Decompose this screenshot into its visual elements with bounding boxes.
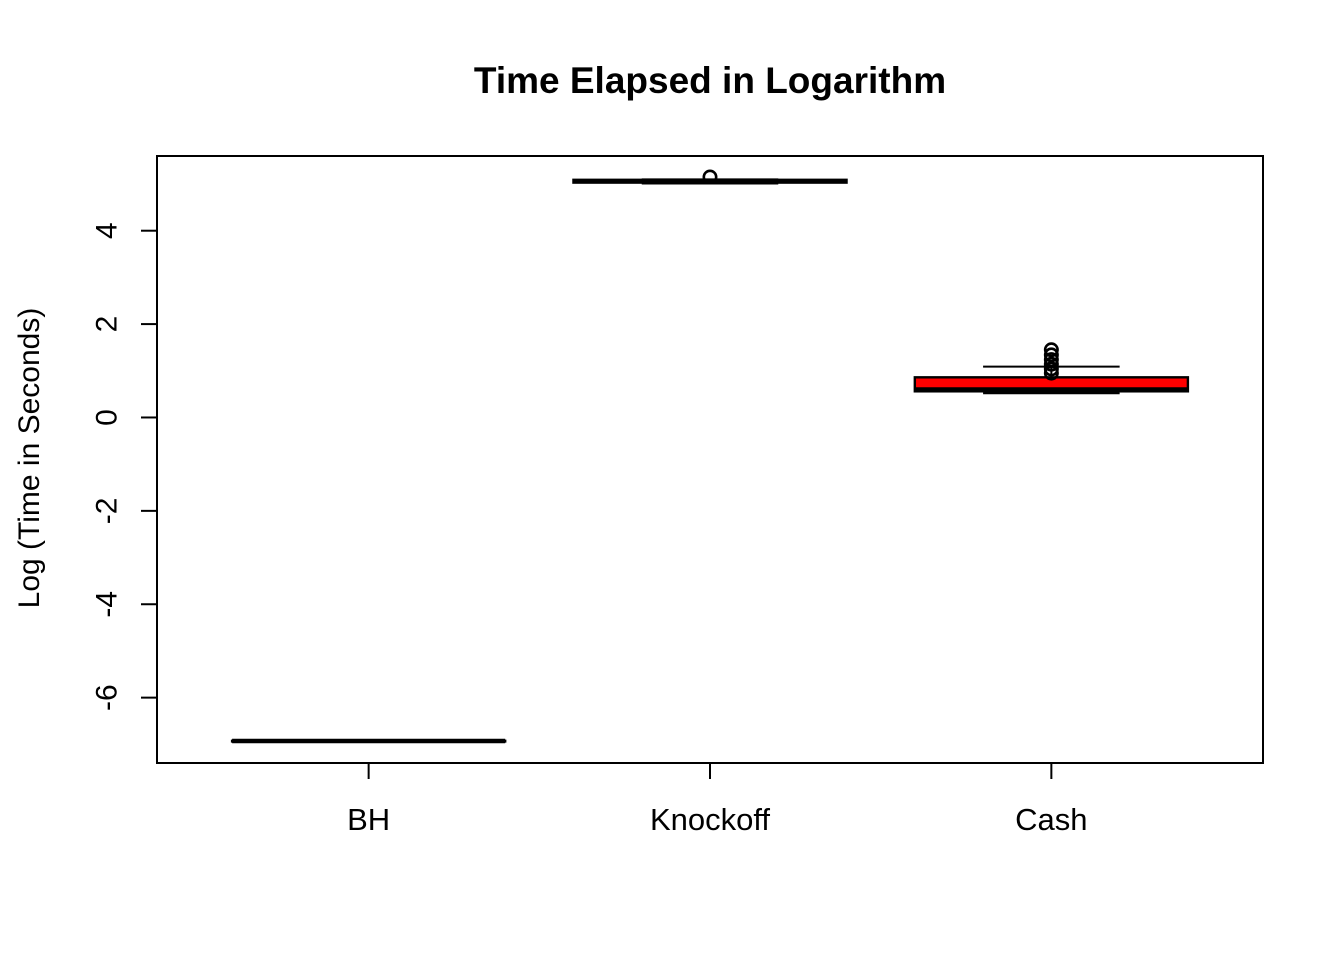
y-tick-label: 4 <box>91 222 124 239</box>
chart-title: Time Elapsed in Logarithm <box>473 60 947 101</box>
x-category-label: Knockoff <box>650 802 770 837</box>
x-category-label: Cash <box>1015 802 1087 837</box>
y-tick-label: 0 <box>91 409 124 426</box>
outlier-point <box>1043 347 1059 363</box>
outlier-point <box>1043 352 1059 368</box>
y-tick-label: -2 <box>91 498 124 525</box>
outlier-point <box>1043 361 1059 377</box>
y-tick-label: -4 <box>91 591 124 618</box>
y-axis-title: Log (Time in Seconds) <box>13 307 46 609</box>
y-tick-label: 2 <box>91 316 124 333</box>
plot-border <box>156 155 1264 764</box>
x-category-label: BH <box>347 802 390 837</box>
outlier-point <box>1043 356 1059 372</box>
outlier-point <box>1043 342 1059 358</box>
y-tick-label: -6 <box>91 684 124 711</box>
outlier-point <box>702 169 718 185</box>
